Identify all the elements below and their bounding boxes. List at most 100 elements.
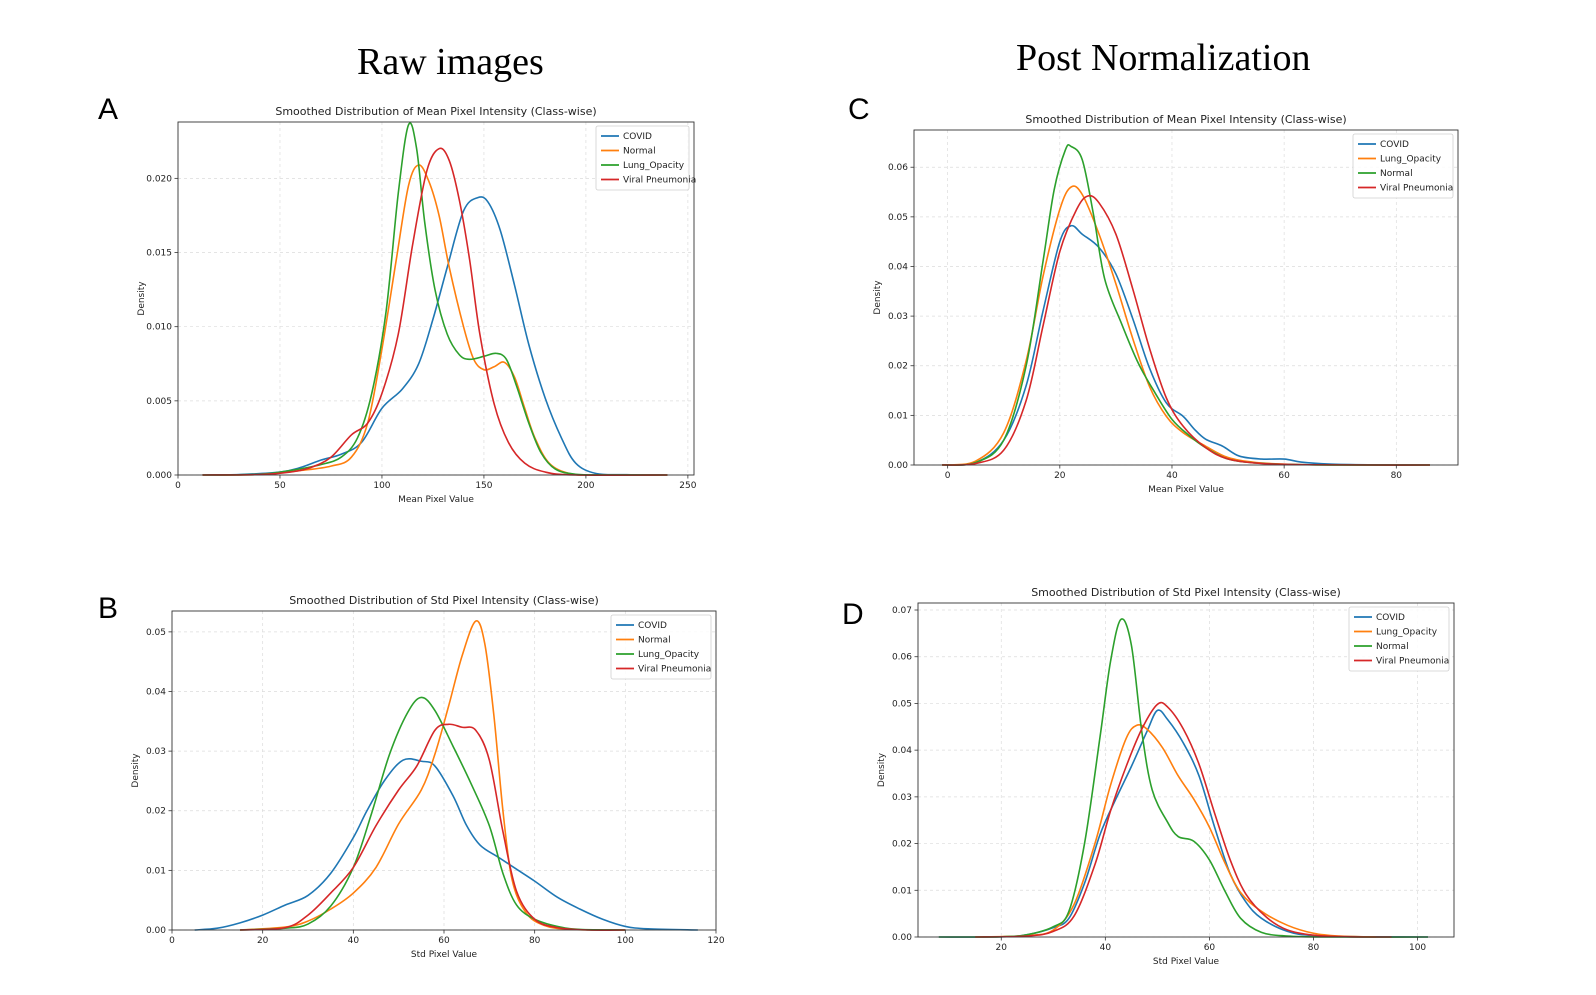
y-tick-label: 0.04 [892,746,912,756]
y-tick-label: 0.01 [146,866,166,876]
legend-entry: Lung_Opacity [1380,155,1442,165]
chart-d-legend: COVID Lung_Opacity Normal Viral Pneumonia [1348,606,1450,672]
chart-b-series-line-0 [194,758,698,931]
x-tick-label: 60 [1278,471,1290,481]
legend-entry: Viral Pneumonia [623,176,696,186]
legend-entry: COVID [638,621,667,631]
legend-entry: COVID [1376,613,1405,623]
legend-entry: COVID [1380,140,1409,150]
chart-c-series-line-3 [942,194,1430,466]
y-tick-label: 0.03 [892,793,912,803]
chart-b-title: Smoothed Distribution of Std Pixel Inten… [289,594,599,607]
legend-box [610,614,712,680]
y-tick-label: 0.010 [146,323,172,333]
y-tick-label: 0.03 [146,747,166,757]
y-tick-label: 0.005 [146,397,172,407]
legend-entry: Normal [1376,642,1409,652]
y-tick-label: 0.05 [146,628,166,638]
x-tick-label: 80 [1391,471,1403,481]
chart-a-series-line-2 [202,122,668,476]
panel-label-c: C [848,93,870,126]
column-title-normalized: Post Normalization [1016,37,1311,79]
chart-c-series-line-0 [941,224,1430,466]
chart-c-title: Smoothed Distribution of Mean Pixel Inte… [1025,113,1346,126]
legend-entry: Normal [638,636,671,646]
x-tick-label: 0 [169,936,175,946]
legend-entry: Lung_Opacity [638,650,700,660]
chart-c-y-axis-label: Density [873,280,883,315]
y-tick-label: 0.01 [888,411,908,421]
x-tick-label: 40 [1166,471,1178,481]
chart-a-x-axis-label: Mean Pixel Value [398,495,474,505]
chart-a-legend: COVID Normal Lung_Opacity Viral Pneumonia [595,125,696,191]
chart-d-series-line-3 [975,701,1392,938]
y-tick-label: 0.015 [146,249,172,259]
chart-a-title: Smoothed Distribution of Mean Pixel Inte… [275,105,596,118]
legend-entry: Normal [1380,169,1413,179]
x-tick-label: 0 [175,481,181,491]
chart-b-y-axis-label: Density [131,753,141,788]
chart-a-series-line-3 [202,147,668,477]
chart-d-y-axis-label: Density [877,752,887,787]
x-tick-label: 40 [348,936,360,946]
y-tick-label: 0.06 [892,653,912,663]
y-tick-label: 0.000 [146,471,172,481]
x-tick-label: 80 [1308,943,1320,953]
y-tick-label: 0.05 [892,699,912,709]
y-tick-label: 0.05 [888,213,908,223]
chart-d-series-line-0 [938,709,1428,938]
legend-entry: Lung_Opacity [623,161,685,171]
legend-entry: Lung_Opacity [1376,628,1438,638]
chart-c-legend: COVID Lung_Opacity Normal Viral Pneumonia [1352,133,1454,199]
chart-d-series-line-2 [938,618,1428,938]
legend-box [595,125,690,191]
legend-entry: Viral Pneumonia [1380,184,1453,194]
chart-d-series-line-1 [975,723,1376,938]
x-tick-label: 150 [475,481,492,491]
legend-entry: Normal [623,147,656,157]
x-tick-label: 100 [373,481,390,491]
chart-b-legend: COVID Normal Lung_Opacity Viral Pneumonia [610,614,712,680]
y-tick-label: 0.00 [888,461,908,471]
x-tick-label: 120 [707,936,724,946]
chart-b-series-line-1 [239,620,626,931]
chart-d-plot-frame [917,602,1455,938]
chart-b-x-axis-label: Std Pixel Value [411,950,478,960]
panel-label-b: B [98,592,119,625]
legend-box [1352,133,1454,199]
x-tick-label: 50 [274,481,286,491]
chart-a-series-line-0 [202,196,668,476]
legend-entry: Viral Pneumonia [1376,657,1449,667]
chart-d-title: Smoothed Distribution of Std Pixel Inten… [1031,586,1341,599]
chart-a-y-axis-label: Density [137,281,147,316]
x-tick-label: 100 [617,936,634,946]
chart-c-x-axis-label: Mean Pixel Value [1148,485,1224,495]
y-tick-label: 0.03 [888,312,908,322]
x-tick-label: 60 [438,936,450,946]
panel-label-a: A [98,93,119,126]
chart-d-x-axis-label: Std Pixel Value [1153,957,1220,967]
y-tick-label: 0.020 [146,174,172,184]
y-tick-label: 0.07 [892,606,912,616]
y-tick-label: 0.06 [888,163,908,173]
x-tick-label: 80 [529,936,541,946]
x-tick-label: 20 [996,943,1008,953]
y-tick-label: 0.02 [888,362,908,372]
x-tick-label: 20 [1054,471,1066,481]
x-tick-label: 60 [1204,943,1216,953]
x-tick-label: 20 [257,936,269,946]
legend-box [1348,606,1450,672]
y-tick-label: 0.01 [892,886,912,896]
y-tick-label: 0.02 [146,807,166,817]
chart-c-plot-frame [913,129,1459,466]
x-tick-label: 250 [679,481,696,491]
panel-label-d: D [842,598,864,631]
y-tick-label: 0.04 [888,262,908,272]
y-tick-label: 0.00 [146,926,166,936]
x-tick-label: 40 [1100,943,1112,953]
y-tick-label: 0.00 [892,933,912,943]
